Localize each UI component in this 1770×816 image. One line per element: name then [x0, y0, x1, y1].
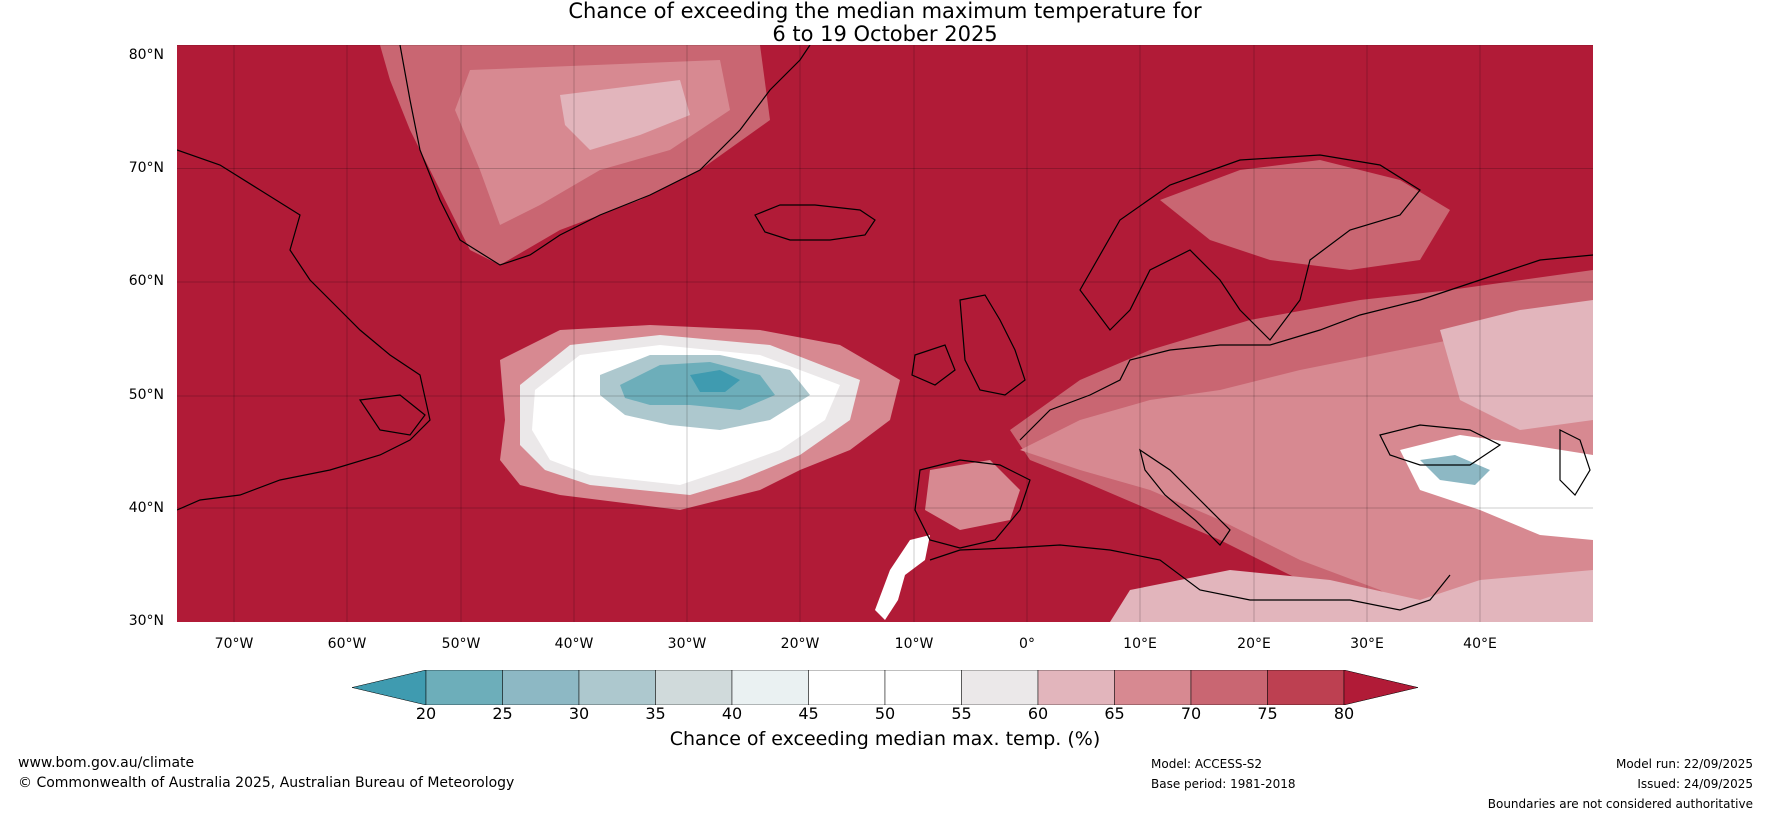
italy-outline — [1139, 448, 1231, 546]
morocco-coast-zone — [875, 535, 930, 620]
lon-label-30e: 30°E — [1350, 636, 1384, 652]
colorbar-tick-label: 40 — [721, 704, 743, 723]
iberia-warm-zone — [925, 460, 1020, 530]
lon-label-10e: 10°E — [1123, 636, 1157, 652]
lat-label-50n: 50°N — [128, 387, 164, 403]
europe-mid-zone — [1020, 320, 1593, 622]
copyright-text: © Commonwealth of Australia 2025, Austra… — [18, 775, 515, 791]
graticule — [177, 45, 1593, 622]
caucasus-cool-zone — [1420, 455, 1490, 485]
lon-label-60w: 60°W — [327, 636, 367, 652]
lon-label-20w: 20°W — [780, 636, 820, 652]
black-sea-outline — [1379, 424, 1502, 466]
colorbar-tick-label: 45 — [798, 704, 819, 723]
lon-label-10w: 10°W — [894, 636, 934, 652]
scandinavia-warm-zone — [1160, 160, 1450, 270]
africa-coast-outline — [929, 544, 1451, 611]
colorbar-tick-label: 65 — [1104, 704, 1125, 723]
colorbar-tick-label: 75 — [1257, 704, 1278, 723]
greenland-outline — [399, 45, 811, 266]
lat-label-60n: 60°N — [128, 273, 164, 289]
colorbar-tick-label: 55 — [951, 704, 972, 723]
issued-text: Issued: 24/09/2025 — [1637, 777, 1753, 791]
lon-label-20e: 20°E — [1237, 636, 1271, 652]
model-text: Model: ACCESS-S2 — [1151, 757, 1263, 771]
europe-coast-outline — [1019, 254, 1593, 441]
iceland-outline — [754, 204, 876, 241]
colorbar-cell — [655, 670, 733, 705]
colorbar-cell — [731, 670, 809, 705]
colorbar-tick-label: 70 — [1180, 704, 1202, 723]
lat-label-70n: 70°N — [128, 160, 164, 176]
colorbar-tick-label: 50 — [874, 704, 896, 723]
colorbar-cell — [961, 670, 1039, 705]
lat-label-40n: 40°N — [128, 500, 164, 516]
colorbar-tick-label: 60 — [1027, 704, 1049, 723]
colorbar-cell — [1267, 670, 1345, 705]
colorbar-tick-label: 20 — [415, 704, 437, 723]
lon-label-70w: 70°W — [214, 636, 254, 652]
base-period-text: Base period: 1981-2018 — [1151, 777, 1296, 791]
colorbar-cell — [425, 670, 503, 705]
colorbar-extend-high — [1343, 670, 1419, 705]
europe-pale-zone — [1440, 300, 1593, 430]
lon-label-0: 0° — [1019, 636, 1035, 652]
colorbar-cell — [808, 670, 886, 705]
colorbar-cell — [1190, 670, 1268, 705]
colorbar-tick-label: 80 — [1333, 704, 1355, 723]
colorbar-cell — [1037, 670, 1115, 705]
boundaries-note: Boundaries are not considered authoritat… — [1487, 797, 1753, 811]
iberia-outline — [914, 459, 1031, 549]
colorbar — [351, 670, 1419, 705]
north-america-outline — [177, 149, 431, 511]
lon-label-50w: 50°W — [441, 636, 481, 652]
lon-label-30w: 30°W — [667, 636, 707, 652]
lon-label-40e: 40°E — [1463, 636, 1497, 652]
scandinavia-outline — [1079, 154, 1421, 341]
colorbar-cell — [578, 670, 656, 705]
ireland-outline — [911, 344, 956, 386]
colorbar-tick-label: 25 — [492, 704, 513, 723]
website-link[interactable]: www.bom.gov.au/climate — [18, 755, 195, 771]
north-africa-pale-zone — [1110, 570, 1593, 622]
lat-label-80n: 80°N — [128, 47, 164, 63]
lon-label-40w: 40°W — [554, 636, 594, 652]
colorbar-tick-label: 30 — [568, 704, 590, 723]
caspian-outline — [1559, 429, 1591, 496]
colorbar-cell — [502, 670, 580, 705]
colorbar-extend-low — [351, 670, 427, 705]
colorbar-label: Chance of exceeding median max. temp. (%… — [669, 728, 1101, 750]
greenland-core-zone — [560, 80, 690, 150]
lat-label-30n: 30°N — [128, 613, 164, 629]
model-run-text: Model run: 22/09/2025 — [1615, 757, 1753, 771]
chart-title-line2: 6 to 19 October 2025 — [772, 22, 998, 46]
british-isles-outline — [959, 294, 1026, 396]
colorbar-tick-label: 35 — [645, 704, 666, 723]
colorbar-cell — [1114, 670, 1192, 705]
colorbar-cell — [884, 670, 962, 705]
chart-title-line1: Chance of exceeding the median maximum t… — [568, 0, 1202, 23]
atlantic-cold-spot — [690, 370, 740, 392]
